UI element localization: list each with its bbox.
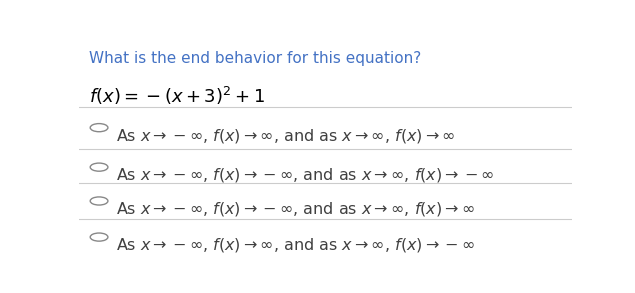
Text: $f(x) = -(x+3)^2 + 1$: $f(x) = -(x+3)^2 + 1$	[89, 85, 265, 107]
Text: What is the end behavior for this equation?: What is the end behavior for this equati…	[89, 51, 422, 66]
Text: As $x \rightarrow -\infty$, $f(x) \rightarrow -\infty$, and as $x \rightarrow \i: As $x \rightarrow -\infty$, $f(x) \right…	[116, 166, 495, 184]
Text: As $x \rightarrow -\infty$, $f(x) \rightarrow \infty$, and as $x \rightarrow \in: As $x \rightarrow -\infty$, $f(x) \right…	[116, 236, 475, 254]
Text: As $x \rightarrow -\infty$, $f(x) \rightarrow \infty$, and as $x \rightarrow \in: As $x \rightarrow -\infty$, $f(x) \right…	[116, 127, 455, 144]
Text: As $x \rightarrow -\infty$, $f(x) \rightarrow -\infty$, and as $x \rightarrow \i: As $x \rightarrow -\infty$, $f(x) \right…	[116, 200, 475, 218]
